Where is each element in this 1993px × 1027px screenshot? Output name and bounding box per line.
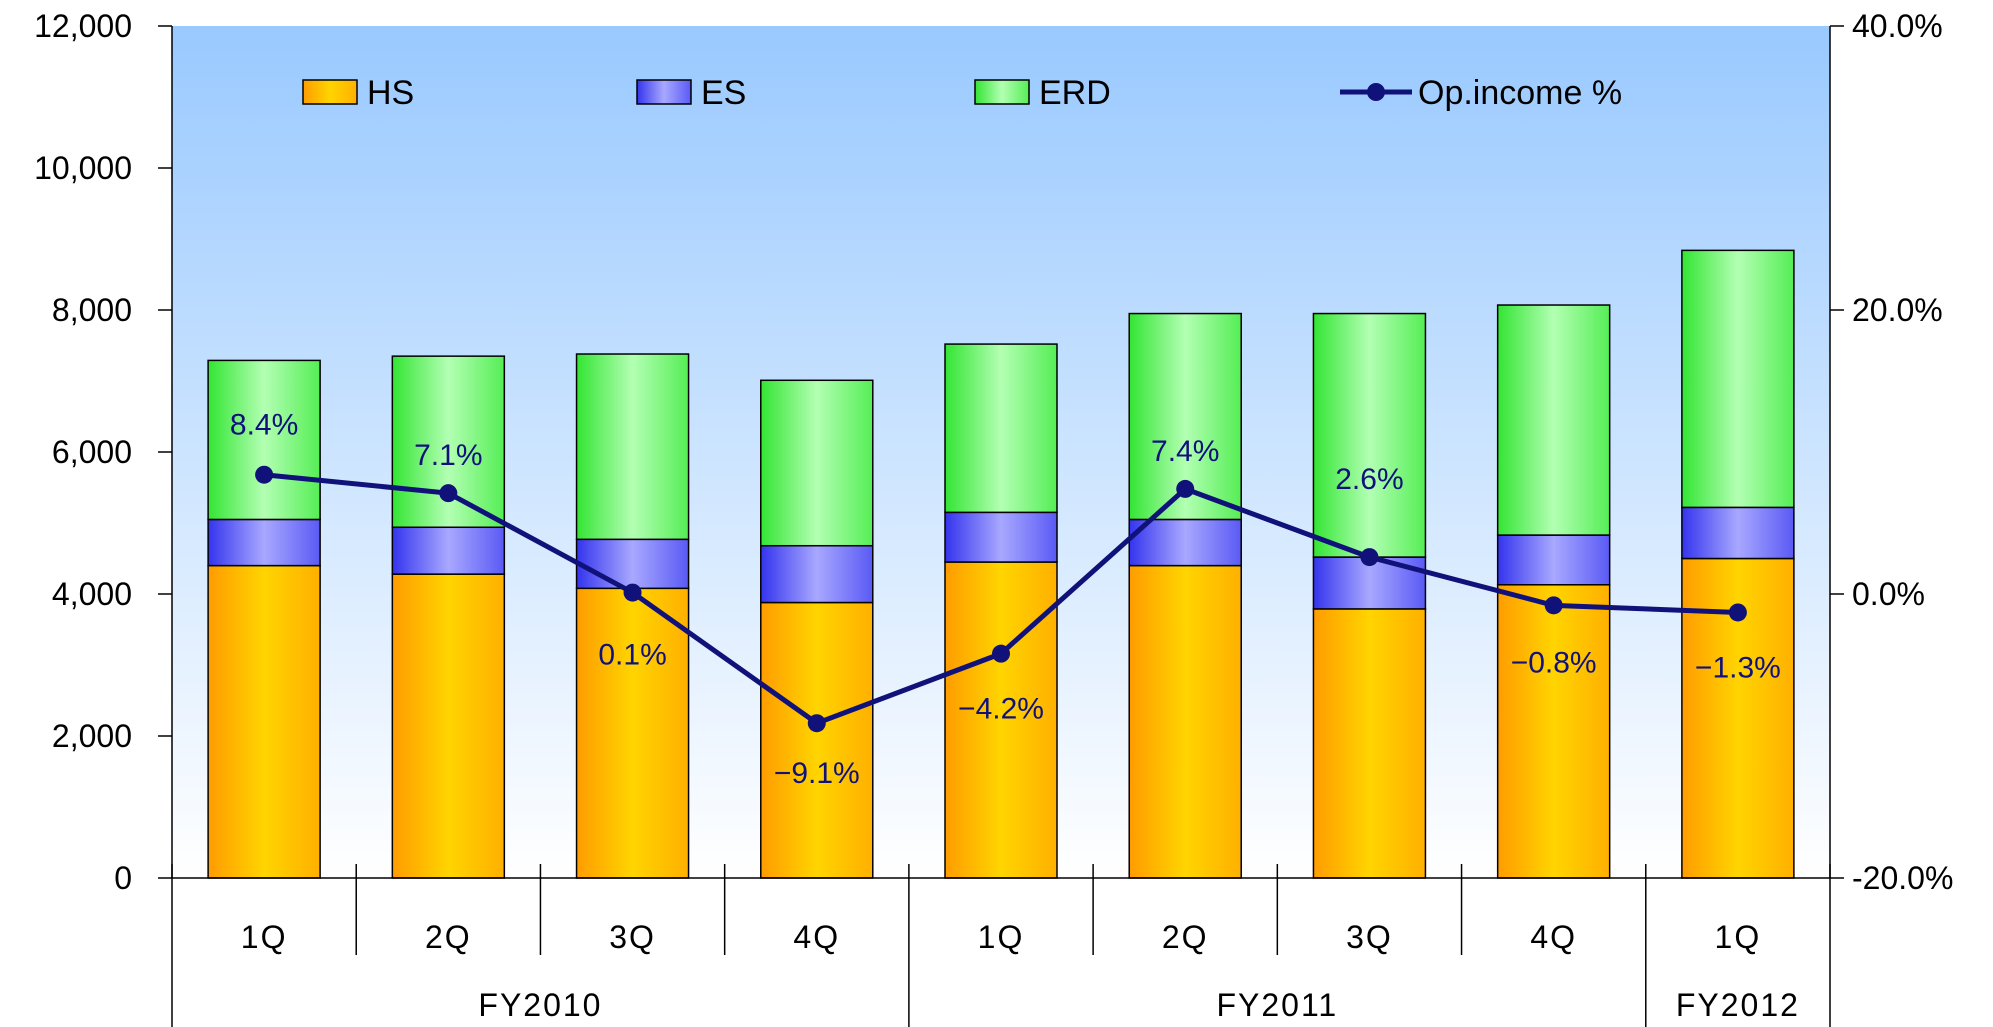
y-left-tick-label: 2,000 [52, 718, 132, 754]
bar-es-3 [760, 544, 874, 604]
x-tick-label: 2Q [1162, 919, 1209, 955]
line-point [807, 714, 826, 733]
data-label: 7.4% [1151, 435, 1219, 468]
bar-es-4 [944, 511, 1058, 563]
bar-hs-4 [944, 561, 1058, 879]
legend-label: HS [367, 74, 414, 112]
y-left-tick-label: 4,000 [52, 576, 132, 612]
data-label: 8.4% [230, 409, 298, 442]
line-layer: 8.4% 7.1% 0.1% −9.1% −4.2% 7.4% 2.6% −0.8% −1.3% [230, 409, 1781, 790]
y-right-tick-label: 20.0% [1852, 292, 1943, 328]
x-tick-label: 3Q [1346, 919, 1393, 955]
bar-erd-6 [1312, 312, 1427, 558]
x-tick-label: 1Q [1715, 919, 1762, 955]
line-point [623, 583, 642, 602]
legend-label: Op.income % [1418, 74, 1622, 112]
y-right-tick-label: -20.0% [1852, 860, 1953, 896]
bar-hs-2 [575, 587, 690, 879]
legend-swatch-erd [974, 79, 1030, 105]
bar-hs-3 [760, 601, 874, 879]
x-tick-label: 4Q [1530, 919, 1577, 955]
bar-hs-5 [1128, 564, 1242, 879]
x-group-label: FY2012 [1676, 987, 1800, 1023]
bars-layer [207, 249, 1795, 879]
y-right-tick-label: 0.0% [1852, 576, 1925, 612]
y-left-tick-label: 12,000 [34, 8, 132, 44]
y-left-tick-label: 0 [114, 860, 132, 896]
bar-es-1 [391, 526, 506, 575]
bar-es-5 [1128, 518, 1242, 567]
data-label: −1.3% [1695, 651, 1781, 684]
x-tick-label: 1Q [241, 919, 288, 955]
legend-label: ERD [1039, 74, 1111, 112]
y-left-tick-label: 8,000 [52, 292, 132, 328]
legend-swatch-es [636, 79, 692, 105]
legend-label: ES [701, 74, 746, 112]
line-point [439, 484, 458, 503]
line-point [255, 465, 274, 484]
bar-es-0 [207, 518, 321, 567]
bar-hs-0 [207, 564, 321, 879]
bar-erd-4 [944, 343, 1058, 514]
bar-hs-1 [391, 573, 506, 879]
data-label: −4.2% [958, 693, 1044, 726]
y-left-tick-label: 6,000 [52, 434, 132, 470]
data-label: −9.1% [774, 757, 860, 790]
bar-es-7 [1496, 534, 1611, 586]
line-point [1544, 596, 1563, 615]
bar-erd-2 [575, 353, 690, 541]
bar-es-2 [575, 538, 690, 590]
bar-es-8 [1681, 506, 1795, 560]
bar-hs-7 [1496, 584, 1611, 879]
data-label: 0.1% [598, 639, 666, 672]
x-group-label: FY2010 [478, 987, 602, 1023]
data-label: 2.6% [1335, 463, 1403, 496]
bar-hs-6 [1312, 608, 1427, 879]
y-left-tick-label: 10,000 [34, 150, 132, 186]
bar-erd-8 [1681, 249, 1795, 509]
line-point [1176, 479, 1195, 498]
bar-erd-7 [1496, 304, 1611, 536]
data-label: 7.1% [414, 439, 482, 472]
legend-swatch-hs [302, 79, 358, 105]
line-point [1360, 548, 1379, 567]
x-group-label: FY2011 [1216, 987, 1338, 1023]
bar-erd-3 [760, 379, 874, 547]
line-point [992, 644, 1010, 663]
x-tick-label: 4Q [793, 919, 840, 955]
y-right-tick-label: 40.0% [1852, 8, 1943, 44]
legend: HS ES ERD Op.income % [302, 74, 1622, 112]
x-tick-label: 3Q [609, 919, 656, 955]
bar-erd-0 [207, 359, 321, 521]
line-point [1728, 603, 1747, 622]
x-tick-label: 2Q [425, 919, 472, 955]
data-label: −0.8% [1511, 646, 1597, 679]
x-tick-label: 1Q [978, 919, 1025, 955]
axes-layer: 0 2,000 4,000 6,000 8,000 10,000 12,000 -20.0% 0… [34, 8, 1953, 1027]
legend-marker [1367, 83, 1385, 101]
